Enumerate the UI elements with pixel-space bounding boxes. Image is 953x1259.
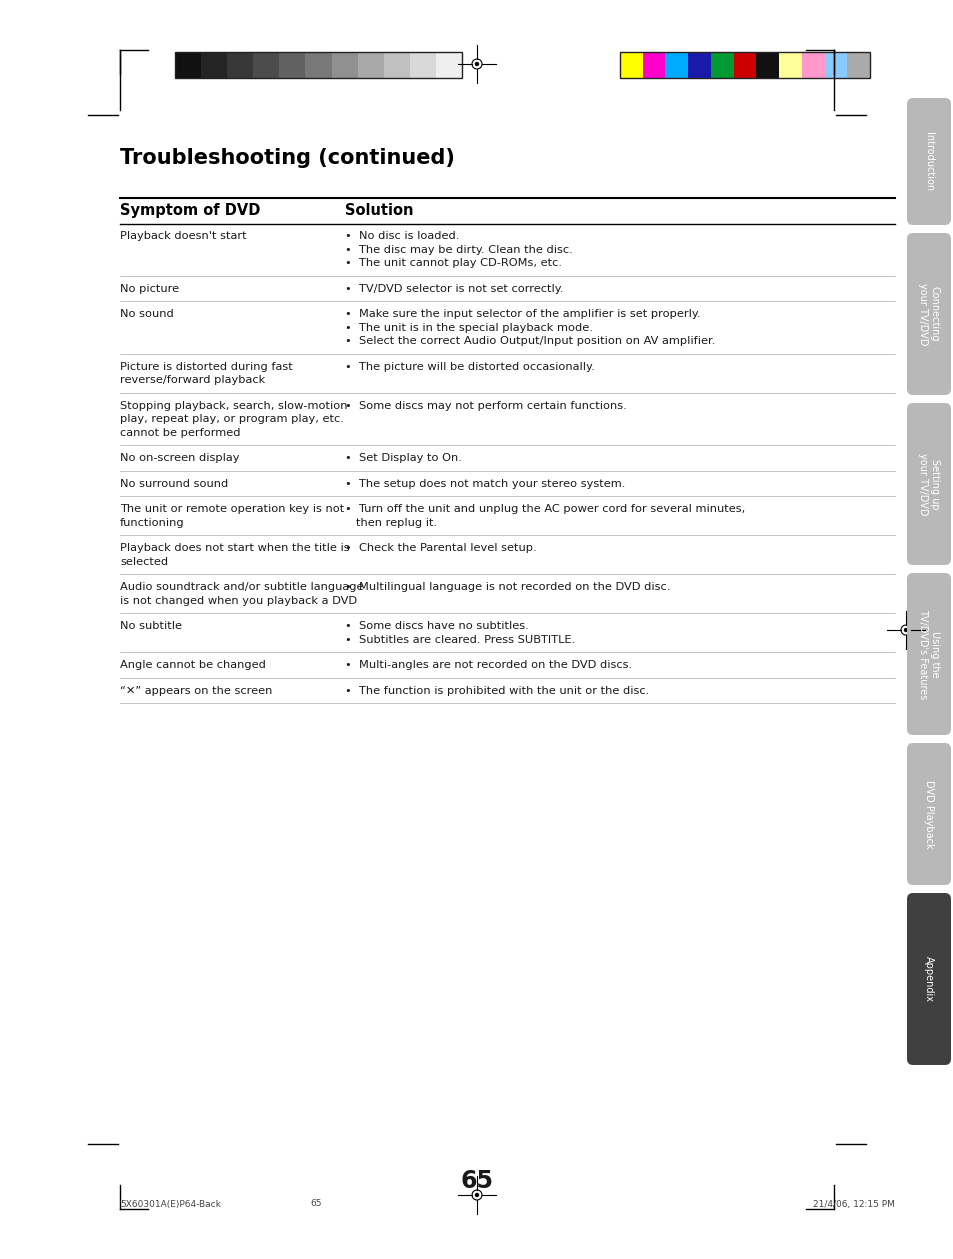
Text: •  Make sure the input selector of the amplifier is set properly.: • Make sure the input selector of the am…: [345, 308, 700, 319]
Text: •  Some discs may not perform certain functions.: • Some discs may not perform certain fun…: [345, 400, 626, 410]
Bar: [619, 52, 642, 78]
Bar: [846, 52, 869, 78]
Text: is not changed when you playback a DVD: is not changed when you playback a DVD: [120, 596, 356, 606]
Text: •  Check the Parental level setup.: • Check the Parental level setup.: [345, 543, 536, 553]
Bar: [410, 52, 436, 78]
Bar: [383, 52, 410, 78]
Bar: [801, 52, 823, 78]
Text: play, repeat play, or program play, etc.: play, repeat play, or program play, etc.: [120, 414, 343, 424]
Bar: [253, 52, 279, 78]
Bar: [174, 52, 201, 78]
FancyBboxPatch shape: [906, 893, 950, 1065]
Text: Audio soundtrack and/or subtitle language: Audio soundtrack and/or subtitle languag…: [120, 582, 363, 592]
Text: •  Multilingual language is not recorded on the DVD disc.: • Multilingual language is not recorded …: [345, 582, 670, 592]
Text: Introduction: Introduction: [923, 132, 933, 191]
Text: functioning: functioning: [120, 517, 185, 528]
Text: Symptom of DVD: Symptom of DVD: [120, 203, 260, 218]
Text: •  The picture will be distorted occasionally.: • The picture will be distorted occasion…: [345, 361, 594, 371]
Bar: [779, 52, 801, 78]
Text: 5X60301A(E)P64-Back: 5X60301A(E)P64-Back: [120, 1200, 221, 1209]
Bar: [710, 52, 733, 78]
Text: •  No disc is loaded.: • No disc is loaded.: [345, 230, 459, 240]
Text: Angle cannot be changed: Angle cannot be changed: [120, 660, 266, 670]
Text: Playback doesn't start: Playback doesn't start: [120, 230, 247, 240]
Text: No picture: No picture: [120, 283, 179, 293]
Text: •  The setup does not match your stereo system.: • The setup does not match your stereo s…: [345, 478, 625, 488]
Text: 65: 65: [460, 1170, 493, 1194]
FancyBboxPatch shape: [906, 403, 950, 565]
Bar: [279, 52, 305, 78]
Text: cannot be performed: cannot be performed: [120, 428, 240, 437]
Text: then replug it.: then replug it.: [355, 517, 436, 528]
Text: •  Some discs have no subtitles.: • Some discs have no subtitles.: [345, 621, 528, 631]
Bar: [357, 52, 383, 78]
FancyBboxPatch shape: [906, 98, 950, 225]
Text: Picture is distorted during fast: Picture is distorted during fast: [120, 361, 293, 371]
Text: Connecting
your TV/DVD: Connecting your TV/DVD: [917, 283, 939, 345]
Text: Troubleshooting (continued): Troubleshooting (continued): [120, 149, 455, 167]
Text: Playback does not start when the title is: Playback does not start when the title i…: [120, 543, 349, 553]
Text: No surround sound: No surround sound: [120, 478, 228, 488]
Bar: [201, 52, 227, 78]
Text: •  Set Display to On.: • Set Display to On.: [345, 453, 461, 463]
Bar: [665, 52, 687, 78]
Bar: [823, 52, 846, 78]
Text: •  TV/DVD selector is not set correctly.: • TV/DVD selector is not set correctly.: [345, 283, 563, 293]
Text: 65: 65: [310, 1200, 321, 1209]
FancyBboxPatch shape: [906, 743, 950, 885]
Bar: [305, 52, 332, 78]
Text: No subtitle: No subtitle: [120, 621, 182, 631]
Text: reverse/forward playback: reverse/forward playback: [120, 375, 265, 385]
Bar: [227, 52, 253, 78]
Text: DVD Playback: DVD Playback: [923, 779, 933, 849]
Bar: [733, 52, 756, 78]
Bar: [174, 52, 461, 78]
Text: No on-screen display: No on-screen display: [120, 453, 239, 463]
Text: Setting up
your TV/DVD: Setting up your TV/DVD: [917, 453, 939, 515]
Text: •  The disc may be dirty. Clean the disc.: • The disc may be dirty. Clean the disc.: [345, 244, 572, 254]
Text: The unit or remote operation key is not: The unit or remote operation key is not: [120, 504, 344, 514]
Text: 21/4/06, 12:15 PM: 21/4/06, 12:15 PM: [812, 1200, 894, 1209]
FancyBboxPatch shape: [906, 233, 950, 395]
Text: •  Subtitles are cleared. Press SUBTITLE.: • Subtitles are cleared. Press SUBTITLE.: [345, 635, 575, 645]
Bar: [332, 52, 357, 78]
Circle shape: [475, 63, 478, 65]
Text: •  The unit cannot play CD-ROMs, etc.: • The unit cannot play CD-ROMs, etc.: [345, 258, 561, 268]
Text: Appendix: Appendix: [923, 956, 933, 1002]
Text: “✕” appears on the screen: “✕” appears on the screen: [120, 685, 273, 695]
Bar: [436, 52, 461, 78]
Circle shape: [903, 628, 906, 632]
Circle shape: [475, 1194, 478, 1196]
Text: •  Turn off the unit and unplug the AC power cord for several minutes,: • Turn off the unit and unplug the AC po…: [345, 504, 744, 514]
Bar: [687, 52, 710, 78]
Text: Using the
TV/DVD's Features: Using the TV/DVD's Features: [917, 609, 939, 699]
Text: •  Select the correct Audio Output/Input position on AV amplifier.: • Select the correct Audio Output/Input …: [345, 336, 715, 346]
Bar: [756, 52, 779, 78]
Text: •  The unit is in the special playback mode.: • The unit is in the special playback mo…: [345, 322, 592, 332]
Bar: [619, 52, 869, 78]
Bar: [642, 52, 665, 78]
Text: Stopping playback, search, slow-motion: Stopping playback, search, slow-motion: [120, 400, 347, 410]
Text: •  Multi-angles are not recorded on the DVD discs.: • Multi-angles are not recorded on the D…: [345, 660, 632, 670]
Text: Solution: Solution: [345, 203, 413, 218]
Text: •  The function is prohibited with the unit or the disc.: • The function is prohibited with the un…: [345, 685, 649, 695]
Text: selected: selected: [120, 556, 168, 567]
FancyBboxPatch shape: [906, 573, 950, 735]
Text: No sound: No sound: [120, 308, 173, 319]
